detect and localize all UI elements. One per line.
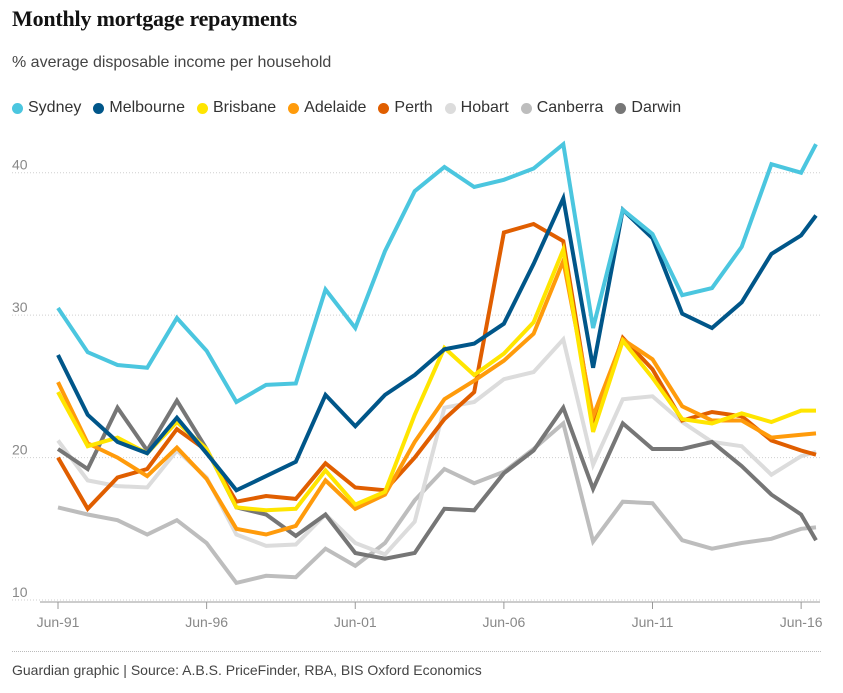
legend-label-perth: Perth bbox=[394, 99, 433, 116]
legend-item-brisbane: Brisbane bbox=[196, 99, 277, 117]
chart-title: Monthly mortgage repayments bbox=[12, 6, 298, 31]
series-line-melbourne bbox=[56, 191, 818, 493]
chart-subtitle: % average disposable income per househol… bbox=[12, 54, 332, 71]
series-layer bbox=[56, 140, 818, 586]
legend-label-melbourne: Melbourne bbox=[109, 99, 185, 116]
legend-item-adelaide: Adelaide bbox=[288, 99, 366, 117]
series-line-adelaide bbox=[56, 254, 817, 537]
y-tick-label: 10 bbox=[12, 584, 28, 600]
legend-label-brisbane: Brisbane bbox=[212, 99, 277, 116]
legend-swatch-sydney bbox=[12, 102, 23, 114]
footer-divider bbox=[12, 651, 821, 652]
y-tick-label: 30 bbox=[12, 299, 28, 315]
legend-label-adelaide: Adelaide bbox=[304, 99, 367, 116]
legend-label-darwin: Darwin bbox=[631, 99, 682, 116]
grid-layer bbox=[12, 172, 820, 601]
legend-item-perth: Perth bbox=[378, 99, 433, 117]
legend: Sydney Melbourne Brisbane Adelaide Perth… bbox=[12, 99, 693, 117]
legend-item-canberra: Canberra bbox=[520, 99, 604, 117]
legend-swatch-hobart bbox=[444, 102, 456, 114]
axis-layer: 10 20 30 40 Jun-91 Jun-96 Jun-01 Jun-06 Jun-11 Ju… bbox=[12, 157, 823, 630]
legend-swatch-melbourne bbox=[93, 102, 105, 114]
x-tick-label: Jun-11 bbox=[632, 614, 674, 630]
x-tick-label: Jun-96 bbox=[185, 614, 228, 630]
series-line-sydney bbox=[56, 140, 818, 405]
legend-label-sydney: Sydney bbox=[28, 99, 82, 116]
legend-item-sydney: Sydney bbox=[12, 99, 81, 117]
source-note: Guardian graphic | Source: A.B.S. PriceF… bbox=[12, 662, 482, 678]
legend-label-canberra: Canberra bbox=[536, 99, 604, 116]
y-tick-label: 40 bbox=[12, 157, 28, 173]
legend-item-melbourne: Melbourne bbox=[93, 99, 185, 117]
legend-item-darwin: Darwin bbox=[615, 99, 681, 117]
legend-swatch-adelaide bbox=[288, 102, 300, 114]
x-tick-label: Jun-06 bbox=[482, 614, 525, 630]
series-line-darwin bbox=[56, 396, 818, 561]
legend-label-hobart: Hobart bbox=[460, 99, 509, 116]
y-tick-label: 20 bbox=[12, 442, 28, 458]
legend-swatch-canberra bbox=[520, 102, 532, 114]
series-line-canberra bbox=[57, 419, 817, 586]
legend-item-hobart: Hobart bbox=[444, 99, 509, 117]
x-tick-label: Jun-16 bbox=[780, 614, 823, 630]
legend-swatch-brisbane bbox=[196, 102, 208, 114]
legend-swatch-darwin bbox=[615, 102, 627, 114]
legend-swatch-perth bbox=[378, 102, 390, 114]
x-tick-label: Jun-91 bbox=[37, 614, 80, 630]
x-tick-label: Jun-01 bbox=[334, 614, 377, 630]
